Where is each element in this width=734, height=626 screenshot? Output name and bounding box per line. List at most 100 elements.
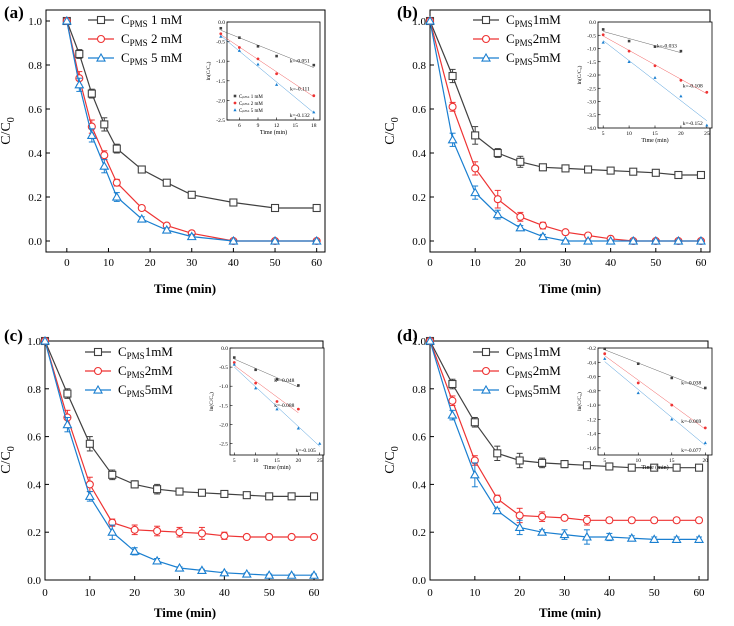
marker-circle	[130, 525, 139, 534]
marker-circle	[220, 531, 229, 540]
inset-point	[312, 94, 316, 98]
inset-x-tick-label: 9	[257, 123, 260, 129]
marker-square	[96, 15, 106, 25]
inset-x-tick-label: 5	[233, 458, 236, 464]
inset-y-tick-label: -1.0	[219, 384, 228, 390]
marker-circle	[560, 513, 569, 522]
legend-label: CPMS2mM	[118, 363, 173, 380]
series-3	[40, 335, 320, 579]
inset-point	[275, 378, 279, 381]
x-tick-label: 40	[605, 257, 617, 269]
y-tick-label: 0.2	[412, 192, 426, 204]
inset-k-label: k=-0.108	[683, 84, 703, 90]
inset-point	[254, 386, 258, 390]
marker-triangle	[649, 534, 660, 543]
inset-point	[238, 36, 241, 39]
inset-x-tick-label: 20	[296, 458, 302, 464]
marker-triangle	[481, 52, 491, 62]
x-tick-label: 20	[515, 257, 527, 269]
marker-circle	[448, 102, 457, 111]
legend-label: CPMS 5 mM	[121, 50, 183, 67]
inset-legend-label: Cₚₘₛ 2 mM	[239, 102, 263, 107]
inset-x-tick-label: 25	[317, 458, 323, 464]
inset-point	[653, 75, 657, 79]
marker-triangle	[515, 222, 526, 232]
inset-point	[679, 78, 683, 82]
x-tick-label: 20	[145, 257, 157, 269]
inset-x-label: Time (min)	[260, 129, 287, 136]
inset-y-tick-label: 0.0	[218, 20, 225, 26]
y-tick-label: 0.8	[27, 384, 41, 396]
inset-y-tick-label: -1.0	[587, 47, 596, 53]
y-tick-label: 1.0	[27, 336, 41, 348]
marker-triangle	[62, 419, 73, 429]
y-tick-label: 0.6	[412, 432, 426, 444]
marker-square	[229, 198, 238, 207]
y-axis-label: C/C0	[0, 117, 17, 145]
marker-triangle	[40, 335, 50, 345]
y-tick-label: 0.4	[412, 479, 426, 491]
marker-triangle	[286, 570, 297, 579]
marker-square	[87, 89, 96, 98]
inset-point	[256, 57, 260, 61]
marker-triangle	[469, 469, 480, 479]
marker-square	[584, 165, 593, 174]
inset-point	[296, 407, 300, 411]
inset-y-label: ln(C/C₀)	[576, 65, 583, 84]
series-3	[61, 15, 322, 245]
marker-triangle	[186, 231, 197, 241]
inset: 5 10 15 20 25 0.0 -0.5 -1.0 -1.5 -2.0 -2.5 Time (mi…	[208, 346, 325, 471]
x-tick-label: 50	[649, 587, 661, 599]
inset-point	[703, 386, 707, 390]
x-tick-label: 50	[650, 257, 662, 269]
inset-x-tick-label: 6	[238, 123, 241, 129]
inset-fit-line	[604, 355, 706, 430]
inset: 5 10 15 20 -0.2 -0.4 -0.6 -0.8 -1.0 -1.2 -1.4 -1.6 T…	[576, 346, 713, 471]
marker-square	[137, 165, 146, 174]
inset-point	[627, 39, 631, 43]
inset-frame	[597, 21, 713, 129]
y-tick-label: 0.0	[28, 236, 42, 248]
inset-legend-marker	[233, 101, 237, 105]
inset-point	[256, 45, 260, 48]
inset-y-tick-label: -2.5	[219, 442, 228, 448]
x-tick-label: 30	[174, 587, 186, 599]
marker-triangle	[61, 15, 72, 25]
marker-circle	[265, 532, 274, 542]
legend-label: CPMS5mM	[506, 50, 561, 67]
marker-square	[175, 487, 184, 496]
marker-square	[674, 170, 683, 180]
marker-square	[493, 148, 502, 158]
inset-point	[627, 49, 631, 53]
marker-square	[287, 492, 296, 501]
marker-square	[650, 463, 659, 472]
marker-square	[93, 347, 103, 357]
inset-y-label: ln(C/C₀)	[208, 392, 215, 411]
marker-triangle	[84, 491, 95, 500]
marker-circle	[153, 526, 162, 536]
marker-circle	[448, 396, 457, 405]
legend-entry-1: CPMS1mM	[473, 12, 561, 29]
inset-fit-line	[604, 349, 706, 390]
legend-label: CPMS1mM	[506, 12, 561, 29]
y-axis-label: C/C0	[383, 446, 401, 474]
marker-square	[108, 470, 117, 479]
legend-label: CPMS 2 mM	[121, 31, 183, 48]
y-tick-label: 0.4	[28, 148, 42, 160]
y-tick-label: 0.8	[28, 60, 42, 72]
marker-square	[629, 167, 638, 176]
inset-y-tick-label: 0.0	[221, 346, 228, 352]
inset-y-tick-label: -2.0	[587, 73, 596, 79]
marker-circle	[694, 516, 704, 525]
y-tick-label: 1.0	[28, 16, 42, 28]
marker-square	[162, 178, 171, 187]
marker-square	[448, 71, 457, 81]
inset-y-tick-label: -2.5	[216, 118, 225, 124]
x-tick-label: 40	[228, 257, 240, 269]
marker-circle	[481, 34, 491, 44]
y-tick-label: 0.6	[27, 432, 41, 444]
inset-point	[254, 368, 257, 372]
marker-triangle	[481, 384, 491, 394]
inset-point	[318, 441, 322, 445]
x-axis-label: Time (min)	[539, 281, 601, 296]
